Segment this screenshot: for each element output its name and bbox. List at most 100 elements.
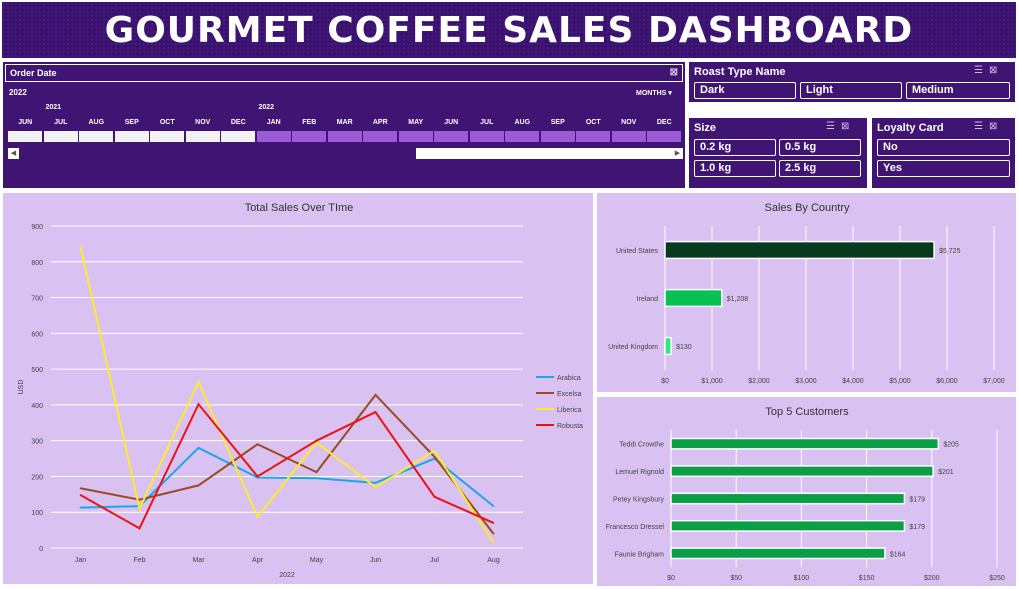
bar (670, 465, 934, 478)
timeline-month-cell[interactable] (647, 131, 681, 142)
data-label: $205 (943, 442, 959, 449)
clear-filter-icon[interactable]: ⊠ (988, 65, 1004, 76)
chart-title: Total Sales Over TIme (245, 202, 354, 214)
data-label: $179 (909, 497, 925, 504)
slicer-item-no[interactable]: No (877, 139, 1010, 156)
timeline-month-cell[interactable] (43, 131, 78, 142)
x-tick-label: $0 (661, 378, 669, 385)
data-point (256, 516, 259, 518)
slicer-item-dark[interactable]: Dark (694, 82, 796, 99)
timeline-month-label: DEC (230, 119, 246, 126)
timeline-period-dropdown[interactable]: MONTHS ▾ (636, 90, 672, 97)
slicer-item-0-5kg[interactable]: 0.5 kg (779, 139, 861, 156)
x-tick-label: $50 (730, 575, 742, 582)
data-point (433, 496, 436, 498)
timeline-month-cell[interactable] (363, 131, 397, 142)
timeline-month-label: SEP (550, 119, 565, 126)
category-label: Ireland (637, 296, 659, 303)
clear-filter-icon[interactable]: ⊠ (988, 121, 1004, 132)
multi-select-icon[interactable]: ☰ (974, 65, 989, 76)
timeline-month-cell[interactable] (292, 131, 326, 142)
order-date-timeline[interactable]: Order Date ⊠ 2022 MONTHS ▾ 2021 2022 JUN J… (2, 61, 686, 189)
data-point (197, 447, 200, 449)
chart-title: Top 5 Customers (765, 406, 849, 418)
data-label: $164 (890, 551, 906, 558)
timeline-month-cell[interactable] (221, 131, 255, 142)
data-label: $179 (909, 524, 925, 531)
timeline-month-label: SEP (124, 119, 139, 126)
timeline-month-cell[interactable] (611, 131, 646, 142)
legend-label: Robusta (557, 423, 583, 430)
data-point (433, 449, 436, 452)
timeline-month-label: JUL (54, 119, 68, 126)
x-tick-label: Jun (370, 557, 381, 564)
timeline-month-label: APR (372, 119, 388, 126)
data-point (315, 471, 318, 473)
x-tick-label: Mar (192, 557, 205, 564)
clear-filter-icon[interactable]: ⊠ (840, 121, 856, 132)
loyalty-card-title: Loyalty Card (877, 122, 944, 134)
data-point (138, 527, 141, 530)
data-point (79, 494, 82, 496)
x-axis-label: 2022 (279, 572, 295, 579)
data-point (374, 411, 377, 413)
slicer-item-2-5kg[interactable]: 2.5 kg (779, 160, 861, 177)
timeline-title: Order Date (10, 68, 57, 78)
legend-label: Excelsa (557, 391, 582, 398)
slicer-item-light[interactable]: Light (800, 82, 902, 99)
timeline-month-cell[interactable] (540, 131, 575, 142)
x-tick-label: Jul (430, 557, 439, 564)
timeline-month-cell[interactable] (327, 131, 362, 142)
slicer-item-1-0kg[interactable]: 1.0 kg (694, 160, 776, 177)
timeline-month-cell[interactable] (434, 131, 468, 142)
series-line-liberica (79, 246, 495, 544)
timeline-month-label: JUN (444, 119, 459, 126)
x-tick-label: $0 (667, 575, 675, 582)
scrollbar-thumb[interactable] (416, 148, 672, 159)
timeline-month-cell[interactable] (576, 131, 610, 142)
timeline-month-cell[interactable] (398, 131, 433, 142)
country-chart-svg: Sales By Country $0 $1,000 $2,000 $3,000 $4,0… (608, 202, 1005, 385)
timeline-month-label: MAR (336, 119, 353, 126)
data-point (197, 381, 200, 383)
scroll-right-icon[interactable]: ▶ (672, 148, 683, 159)
y-tick-label: 100 (31, 510, 43, 517)
timeline-month-cell[interactable] (8, 131, 42, 142)
timeline-month-cell[interactable] (114, 131, 149, 142)
timeline-scrollbar[interactable]: ◀ ▶ (8, 148, 684, 159)
timeline-month-label: JUL (480, 119, 494, 126)
slicer-item-medium[interactable]: Medium (906, 82, 1010, 99)
timeline-month-label: AUG (88, 119, 105, 126)
sales-by-country-chart: Sales By Country $0 $1,000 $2,000 $3,000 $4,0… (596, 192, 1017, 393)
dashboard-title-bar: GOURMET COFFEE SALES DASHBOARD (2, 2, 1016, 58)
timeline-month-label: JUN (18, 119, 33, 126)
timeline-month-cell[interactable] (505, 131, 539, 142)
data-point (374, 394, 377, 396)
timeline-month-label: NOV (621, 119, 637, 126)
timeline-month-cell[interactable] (469, 131, 504, 142)
timeline-year-label: 2021 (45, 104, 62, 111)
timeline-month-cell[interactable] (79, 131, 113, 142)
y-tick-label: 200 (31, 474, 43, 481)
scroll-left-icon[interactable]: ◀ (8, 148, 19, 159)
bar (670, 547, 886, 560)
clear-filter-icon[interactable]: ⊠ (669, 67, 678, 78)
multi-select-icon[interactable]: ☰ (826, 121, 841, 132)
timeline-year-label: 2022 (258, 104, 275, 111)
slicer-item-0-2kg[interactable]: 0.2 kg (694, 139, 776, 156)
multi-select-icon[interactable]: ☰ (974, 121, 989, 132)
category-label: United States (616, 248, 659, 255)
legend-label: Liberica (557, 407, 582, 414)
data-point (197, 484, 200, 487)
timeline-month-cell[interactable] (150, 131, 184, 142)
slicer-item-yes[interactable]: Yes (877, 160, 1010, 177)
data-point (315, 477, 318, 480)
line-chart-svg: Total Sales Over TIme 0 100 200 300 400 500 600… (18, 202, 583, 579)
timeline-month-cell[interactable] (185, 131, 220, 142)
x-tick-label: $250 (989, 575, 1005, 582)
customer-chart-svg: Top 5 Customers $0 $50 $100 $150 $200 $250 Tedd… (606, 406, 1005, 582)
timeline-month-cell[interactable] (256, 131, 291, 142)
x-tick-label: $200 (924, 575, 940, 582)
data-label: $130 (676, 344, 692, 351)
data-point (433, 455, 436, 458)
